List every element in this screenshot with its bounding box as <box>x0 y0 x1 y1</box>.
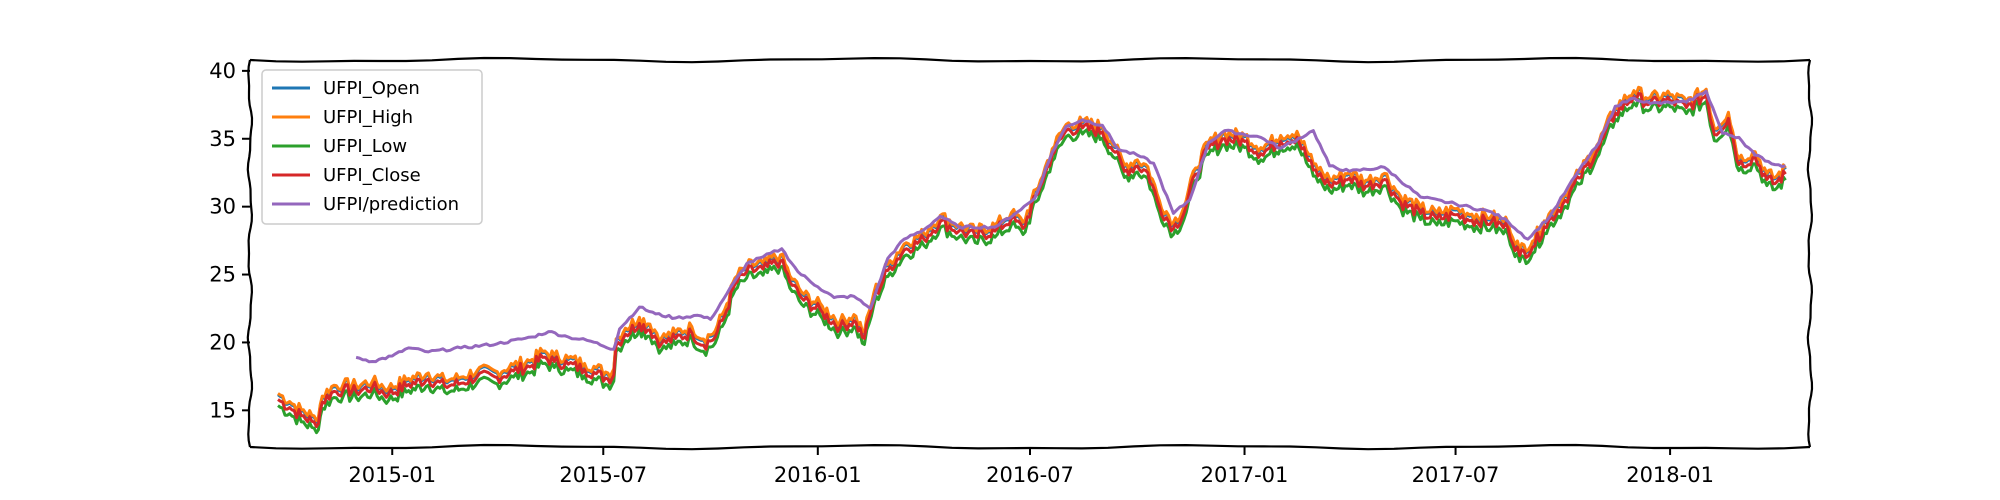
y-tick-label: 25 <box>209 263 236 287</box>
x-axis-ticks: 2015-01 2015-07 2016-01 2016-07 2017-01 2017-… <box>348 447 1714 487</box>
y-tick-label: 30 <box>209 195 236 219</box>
series-line-ufpi-high <box>277 85 1787 422</box>
y-tick-label: 20 <box>209 330 236 354</box>
y-tick-label: 15 <box>209 398 236 422</box>
legend-label: UFPI_Close <box>323 165 421 186</box>
x-tick-label: 2017-01 <box>1201 463 1289 487</box>
x-tick-label: 2016-07 <box>986 463 1074 487</box>
plot-lines <box>277 85 1787 435</box>
x-tick-label: 2015-01 <box>348 463 436 487</box>
x-tick-label: 2018-01 <box>1626 463 1714 487</box>
x-tick-label: 2015-07 <box>559 463 647 487</box>
legend-box <box>261 69 483 225</box>
legend: UFPI_Open UFPI_High UFPI_Low UFPI_Close UFPI… <box>261 69 483 225</box>
series-line-ufpi-prediction <box>355 89 1786 364</box>
series-line-ufpi-low <box>277 98 1787 435</box>
axis-top <box>249 56 1811 64</box>
y-tick-label: 40 <box>209 59 236 83</box>
y-axis-ticks: 15 20 25 30 35 40 <box>209 59 250 422</box>
x-tick-label: 2017-07 <box>1412 463 1500 487</box>
legend-label: UFPI_High <box>323 107 413 128</box>
axis-left <box>246 59 254 448</box>
legend-label: UFPI/prediction <box>323 194 459 215</box>
x-tick-label: 2016-01 <box>774 463 862 487</box>
series-line-ufpi-close <box>277 91 1787 429</box>
y-tick-label: 35 <box>209 127 236 151</box>
legend-label: UFPI_Open <box>323 78 420 99</box>
legend-label: UFPI_Low <box>323 136 407 157</box>
axis-right <box>1806 59 1814 448</box>
